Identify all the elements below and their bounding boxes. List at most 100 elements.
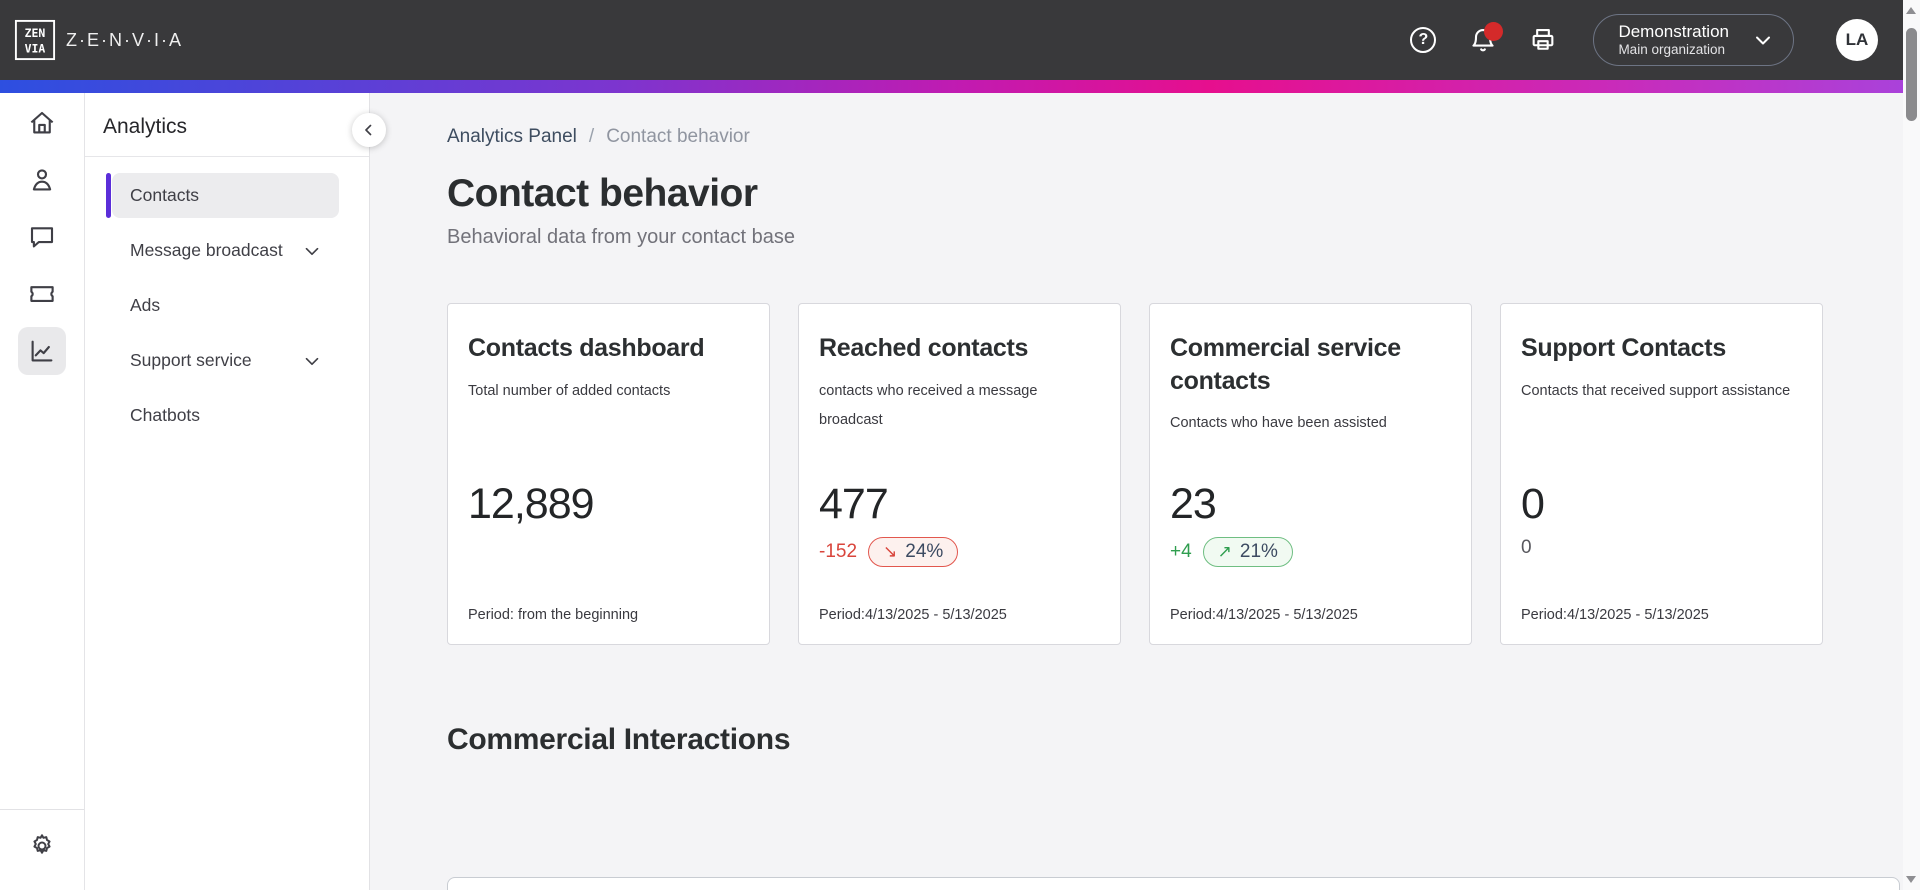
card-reached-contacts: Reached contacts contacts who received a… [798, 303, 1121, 645]
home-icon [30, 111, 54, 134]
sidebar-item-analytics[interactable] [18, 327, 66, 375]
brand-wordmark: Z·E·N·V·I·A [66, 29, 183, 50]
chevron-down-icon [305, 247, 319, 255]
card-period: Period:4/13/2025 - 5/13/2025 [1521, 607, 1709, 623]
app-body: Analytics Contacts Message broadcast Ad [0, 93, 1920, 890]
sidebar-title: Analytics [103, 115, 188, 138]
commercial-interactions-card [447, 877, 1900, 890]
card-description: Contacts that received support assistanc… [1521, 382, 1791, 399]
delta-row: 0 [1521, 537, 1532, 559]
print-button[interactable] [1523, 20, 1563, 60]
ticket-icon [30, 286, 54, 302]
scroll-down-arrow-icon[interactable] [1906, 876, 1916, 883]
line-chart-icon [31, 340, 53, 362]
sidebar-item-contacts[interactable]: Contacts [112, 173, 339, 218]
menu-row: Ads [106, 283, 339, 328]
trend-down-icon: ↘ [883, 542, 898, 561]
main-content: Analytics Panel / Contact behavior Conta… [370, 93, 1920, 890]
active-indicator [106, 173, 111, 218]
topbar: ZEN VIA Z·E·N·V·I·A ? Demonstration Main… [0, 0, 1920, 80]
menu-row: Message broadcast [106, 228, 339, 273]
chevron-down-icon [1756, 36, 1770, 45]
delta-value: +4 [1170, 541, 1192, 562]
badge-percentage: 21% [1239, 541, 1278, 562]
menu-row: Support service [106, 338, 339, 383]
org-subtitle: Main organization [1618, 42, 1726, 58]
menu-row: Contacts [106, 173, 339, 218]
card-value: 12,889 [468, 480, 595, 528]
sidebar-divider [85, 156, 369, 157]
inactive-indicator [106, 393, 111, 438]
delta-value: -152 [819, 541, 858, 562]
menu-label: Ads [130, 295, 161, 315]
card-title: Support Contacts [1521, 334, 1726, 362]
page-scrollbar [1903, 0, 1920, 890]
card-support-contacts: Support Contacts Contacts that received … [1500, 303, 1823, 645]
sidebar-collapse-button[interactable] [352, 113, 386, 147]
scrollbar-thumb[interactable] [1906, 28, 1917, 121]
page-subtitle: Behavioral data from your contact base [447, 226, 795, 248]
card-period: Period:4/13/2025 - 5/13/2025 [1170, 607, 1358, 623]
nav-rail [0, 93, 85, 890]
delta-row: -152 ↘ 24% [819, 537, 959, 567]
card-value: 0 [1521, 480, 1545, 528]
trend-up-icon: ↗ [1217, 542, 1232, 561]
chevron-left-icon [365, 124, 372, 136]
user-avatar[interactable]: LA [1836, 19, 1878, 61]
section-heading-commercial-interactions: Commercial Interactions [447, 723, 791, 756]
sidebar-item-message-broadcast[interactable]: Message broadcast [112, 228, 339, 273]
rail-bottom [0, 809, 84, 890]
scroll-up-arrow-icon[interactable] [1906, 7, 1916, 14]
analytics-sidebar: Analytics Contacts Message broadcast Ad [85, 93, 370, 890]
menu-label: Message broadcast [130, 240, 283, 260]
card-value: 23 [1170, 480, 1217, 528]
delta-value: 0 [1521, 537, 1532, 558]
card-title: Commercial service contacts [1170, 334, 1401, 395]
trend-badge: ↘ 24% [868, 537, 959, 567]
card-description: Contacts who have been assisted [1170, 415, 1387, 431]
sidebar-item-contacts-rail[interactable] [18, 156, 66, 204]
sidebar-item-home[interactable] [18, 99, 66, 147]
zenvia-logo-icon: ZEN VIA [14, 19, 56, 61]
person-icon [32, 169, 52, 191]
card-description: Total number of added contacts [468, 382, 671, 399]
sidebar-item-conversations[interactable] [18, 213, 66, 261]
settings-button[interactable] [18, 822, 66, 870]
brand-gradient-bar [0, 80, 1920, 93]
trend-badge: ↗ 21% [1202, 537, 1293, 567]
breadcrumb-current: Contact behavior [606, 126, 750, 147]
sidebar-item-campaigns[interactable] [18, 270, 66, 318]
sidebar-item-support-service[interactable]: Support service [112, 338, 339, 383]
org-switcher[interactable]: Demonstration Main organization [1593, 14, 1794, 66]
gear-icon [33, 834, 51, 854]
brand: ZEN VIA Z·E·N·V·I·A [14, 19, 183, 61]
sidebar-menu: Contacts Message broadcast Ads Su [85, 157, 369, 438]
printer-icon [1533, 29, 1554, 50]
breadcrumb: Analytics Panel / Contact behavior [447, 126, 1920, 148]
card-commercial-service-contacts: Commercial service contacts Contacts who… [1149, 303, 1472, 645]
help-button[interactable]: ? [1403, 20, 1443, 60]
svg-text:ZEN: ZEN [25, 26, 46, 40]
inactive-indicator [106, 283, 111, 328]
card-period: Period:4/13/2025 - 5/13/2025 [819, 607, 1007, 623]
chat-icon [30, 227, 54, 248]
card-value: 477 [819, 480, 889, 528]
svg-text:VIA: VIA [25, 41, 46, 55]
menu-label: Contacts [130, 185, 200, 205]
delta-row: +4 ↗ 21% [1170, 537, 1293, 567]
sidebar-item-chatbots[interactable]: Chatbots [112, 393, 339, 438]
org-switcher-text: Demonstration Main organization [1618, 21, 1729, 59]
notifications-button[interactable] [1463, 20, 1504, 60]
breadcrumb-analytics-panel[interactable]: Analytics Panel [447, 126, 577, 147]
badge-percentage: 24% [905, 541, 944, 562]
inactive-indicator [106, 228, 111, 273]
card-title: Reached contacts [819, 334, 1029, 362]
sidebar-item-ads[interactable]: Ads [112, 283, 339, 328]
stat-cards-row: Contacts dashboard Total number of added… [447, 303, 1920, 645]
card-contacts-dashboard: Contacts dashboard Total number of added… [447, 303, 770, 645]
inactive-indicator [106, 338, 111, 383]
card-period: Period: from the beginning [468, 607, 639, 623]
card-description: contacts who received a message broadcas… [819, 382, 1038, 428]
chevron-down-icon [305, 357, 319, 365]
menu-label: Support service [130, 350, 252, 370]
